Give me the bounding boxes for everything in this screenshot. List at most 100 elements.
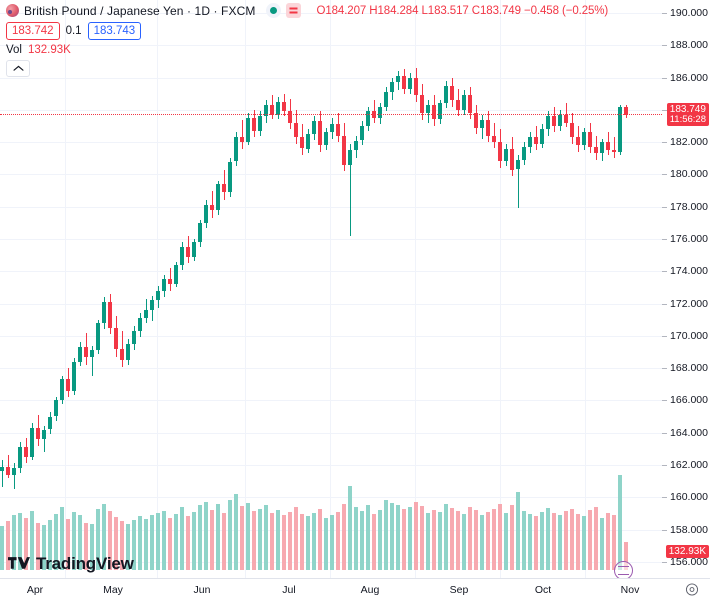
- volume-bar: [354, 507, 358, 570]
- candle-body: [240, 137, 244, 142]
- candle-body: [120, 348, 124, 360]
- ohlc-o-label: O: [316, 4, 326, 17]
- tradingview-watermark: TradingView: [8, 554, 134, 574]
- gridline-horizontal: [0, 45, 662, 47]
- current-price-line: [0, 113, 662, 115]
- candle-body: [138, 318, 142, 331]
- volume-bar: [486, 512, 490, 570]
- candle-body: [450, 85, 454, 101]
- series-visibility-dot-icon[interactable]: [266, 3, 282, 18]
- candle-body: [504, 148, 508, 162]
- candle-body: [486, 119, 490, 136]
- price-tick-label: 170.000: [662, 330, 708, 342]
- gridline-vertical: [330, 0, 331, 578]
- time-axis[interactable]: Apr May Jun Jul Aug Sep Oct Nov: [0, 578, 710, 600]
- candle-body: [150, 300, 154, 310]
- ohlc-change: −0.458 (−0.25%): [523, 4, 609, 17]
- candle-wick: [2, 460, 3, 488]
- volume-bar: [12, 514, 16, 570]
- price-tick-dash: [662, 497, 668, 499]
- volume-bar: [552, 513, 556, 570]
- candle-wick: [14, 463, 15, 490]
- volume-bar: [366, 505, 370, 570]
- volume-bar: [276, 510, 280, 570]
- candle-body: [282, 101, 286, 112]
- candle-body: [396, 75, 400, 83]
- candle-body: [612, 150, 616, 152]
- bid-price-box[interactable]: 183.742: [6, 22, 60, 40]
- page-title[interactable]: British Pound / Japanese Yen · 1D · FXCM: [24, 3, 256, 18]
- volume-badge: 132.93K: [665, 545, 709, 558]
- price-tick-dash: [662, 109, 668, 111]
- candle-body: [210, 205, 214, 210]
- volume-bar: [378, 510, 382, 570]
- gridline-horizontal: [0, 335, 662, 337]
- volume-bar: [204, 501, 208, 570]
- candle-body: [216, 184, 220, 210]
- volume-bar: [258, 509, 262, 570]
- volume-bar: [18, 513, 22, 570]
- candle-body: [48, 416, 52, 430]
- candle-body: [552, 116, 556, 126]
- candle-body: [276, 101, 280, 115]
- candle-body: [564, 114, 568, 123]
- ohlc-c-label: C: [471, 4, 480, 17]
- candle-body: [72, 361, 76, 391]
- volume-bar: [516, 492, 520, 570]
- price-tick-dash: [662, 174, 668, 176]
- candle-body: [516, 159, 520, 170]
- price-axis[interactable]: 190.000188.000186.000184.000182.000180.0…: [662, 0, 710, 578]
- candle-body: [426, 104, 430, 113]
- volume-bar: [402, 509, 406, 570]
- chart-plot-area[interactable]: [0, 0, 662, 578]
- gridline-horizontal: [0, 465, 662, 466]
- candle-body: [144, 310, 148, 319]
- volume-bar: [114, 516, 118, 570]
- candle-body: [432, 104, 436, 120]
- legend-quote-row: 183.742 0.1 183.743: [6, 22, 608, 40]
- price-tick-dash: [662, 45, 668, 47]
- volume-bar: [138, 515, 142, 570]
- tradingview-logo-icon: [8, 556, 30, 569]
- price-line-dash: [0, 113, 662, 115]
- volume-bar: [456, 511, 460, 570]
- volume-bar: [6, 520, 10, 570]
- gridline-horizontal: [0, 109, 662, 111]
- gridline-vertical: [157, 0, 158, 578]
- candle-body: [546, 116, 550, 130]
- candle-body: [378, 106, 382, 118]
- candle-body: [66, 379, 70, 391]
- volume-series: [0, 475, 628, 570]
- volume-bar: [300, 514, 304, 570]
- volume-bar: [66, 518, 70, 570]
- candle-body: [18, 447, 22, 469]
- candle-body: [456, 100, 460, 110]
- price-tick-label: 172.000: [662, 298, 708, 310]
- price-tick-dash: [662, 303, 668, 305]
- volume-bar: [612, 514, 616, 570]
- volume-bar: [240, 506, 244, 570]
- candle-body: [126, 343, 130, 360]
- volume-bar: [594, 507, 598, 570]
- volume-bar: [252, 511, 256, 570]
- chart-settings-gear-icon[interactable]: [685, 583, 699, 600]
- chevron-up-icon[interactable]: [6, 60, 30, 77]
- candle-body: [36, 427, 40, 440]
- price-tick-label: 168.000: [662, 363, 708, 374]
- price-tick-dash: [662, 400, 668, 402]
- candle-body: [594, 146, 598, 154]
- candle-body: [534, 137, 538, 144]
- volume-bar: [288, 512, 292, 570]
- ohlc-c-value: 183.749: [480, 4, 521, 17]
- candle-body: [306, 134, 310, 149]
- volume-bar: [150, 514, 154, 570]
- time-tick-label: May: [103, 584, 123, 596]
- ask-price-box[interactable]: 183.743: [87, 22, 142, 40]
- series-style-icon[interactable]: [286, 3, 302, 18]
- candle-body: [102, 301, 106, 323]
- price-tick-label: 158.000: [662, 524, 708, 536]
- candle-body: [354, 140, 358, 151]
- candle-body: [60, 379, 64, 401]
- candle-body: [132, 331, 136, 344]
- candle-body: [522, 146, 526, 160]
